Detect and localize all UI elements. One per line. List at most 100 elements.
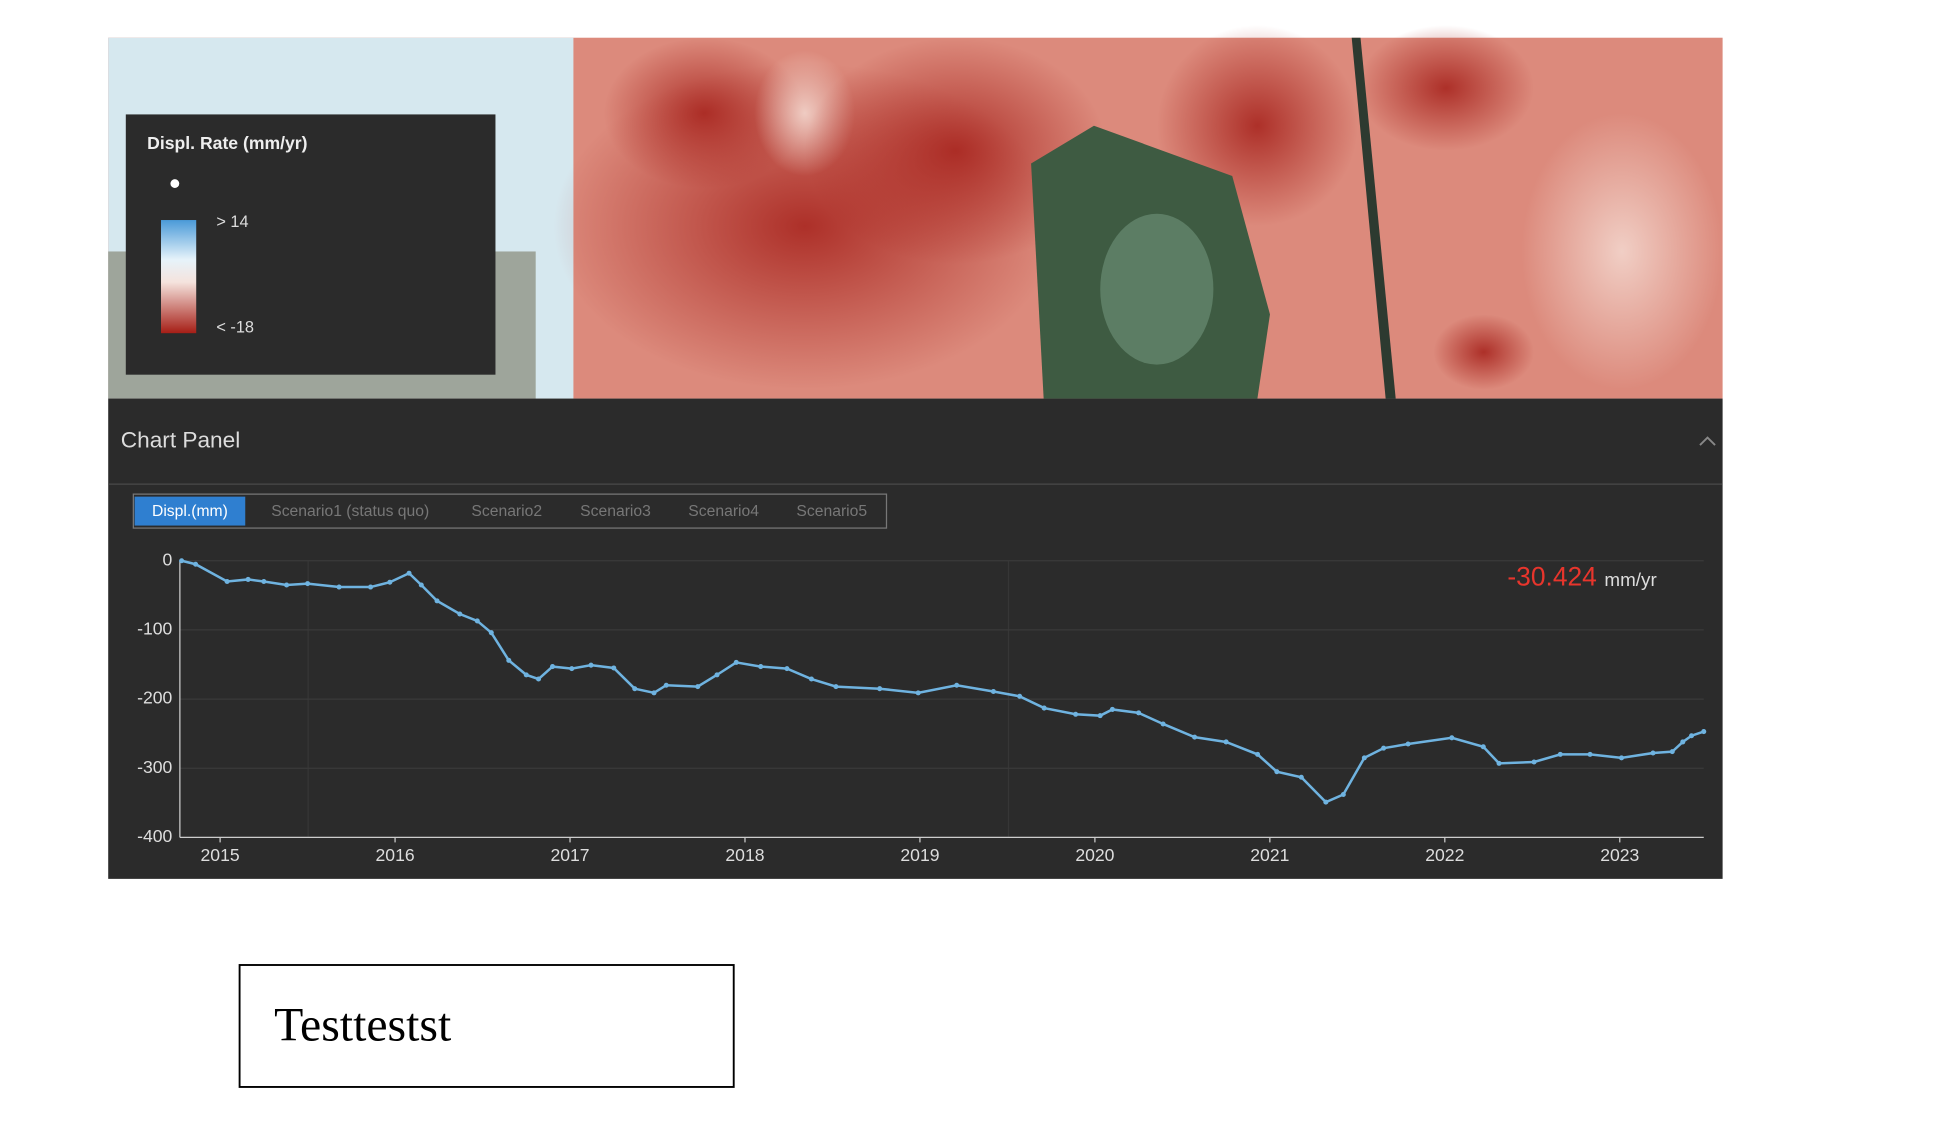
data-point bbox=[536, 676, 542, 682]
x-tick-label: 2019 bbox=[900, 845, 939, 865]
data-point bbox=[305, 581, 311, 587]
data-point bbox=[193, 561, 199, 567]
legend-ramp bbox=[161, 220, 197, 334]
data-point bbox=[179, 558, 185, 564]
tab-bar bbox=[132, 493, 888, 529]
tab-active bbox=[134, 496, 246, 526]
data-point bbox=[261, 578, 267, 585]
data-point bbox=[418, 582, 424, 588]
panel-title: Chart Panel bbox=[121, 427, 240, 452]
data-point bbox=[569, 666, 575, 672]
x-tick-label: 2017 bbox=[550, 845, 589, 865]
data-point bbox=[1650, 750, 1656, 756]
data-point bbox=[1274, 769, 1280, 775]
legend-dot bbox=[170, 179, 180, 188]
x-tick-label: 2015 bbox=[201, 845, 240, 865]
legend-high: > 14 bbox=[216, 213, 248, 231]
data-point bbox=[611, 665, 617, 671]
text-box-text: Testtestst bbox=[274, 999, 451, 1052]
data-point bbox=[224, 578, 230, 585]
data-point bbox=[758, 664, 764, 670]
data-point bbox=[954, 682, 960, 688]
data-point bbox=[1109, 706, 1115, 712]
data-point bbox=[1557, 751, 1563, 757]
data-point bbox=[434, 598, 440, 604]
chart-panel bbox=[108, 398, 1723, 879]
data-point bbox=[506, 657, 512, 663]
data-point bbox=[406, 570, 412, 576]
data-point bbox=[1017, 693, 1023, 699]
data-point bbox=[1669, 749, 1675, 755]
legend-low: < -18 bbox=[216, 318, 254, 336]
y-tick-label: -300 bbox=[137, 757, 172, 777]
tab[interactable]: Scenario5 bbox=[796, 503, 867, 520]
y-tick-label: 0 bbox=[163, 549, 173, 569]
data-point bbox=[1381, 745, 1387, 751]
data-point bbox=[588, 662, 594, 668]
data-point bbox=[1688, 733, 1695, 739]
rate-unit: mm/yr bbox=[1604, 569, 1656, 590]
data-point bbox=[1587, 751, 1593, 757]
data-point bbox=[1298, 774, 1304, 780]
x-tick-label: 2023 bbox=[1600, 845, 1639, 865]
data-point bbox=[1192, 734, 1198, 740]
data-point bbox=[474, 618, 480, 624]
data-point bbox=[1323, 799, 1329, 805]
tab[interactable]: Scenario2 bbox=[471, 503, 542, 520]
data-point bbox=[1097, 713, 1103, 719]
x-tick-label: 2020 bbox=[1075, 845, 1114, 865]
data-point bbox=[284, 582, 290, 588]
data-point bbox=[1405, 741, 1411, 747]
data-point bbox=[1680, 739, 1686, 745]
y-tick-label: -100 bbox=[137, 619, 172, 639]
data-point bbox=[1701, 729, 1707, 735]
data-point bbox=[651, 690, 657, 696]
x-tick-label: 2018 bbox=[725, 845, 764, 865]
map bbox=[108, 25, 1723, 399]
data-point bbox=[695, 684, 701, 690]
collapse-button[interactable] bbox=[1699, 436, 1716, 446]
data-point bbox=[632, 686, 638, 692]
tab[interactable]: Scenario3 bbox=[580, 503, 651, 520]
data-point bbox=[387, 579, 393, 585]
data-point bbox=[1361, 755, 1367, 761]
data-point bbox=[1340, 791, 1346, 798]
data-point bbox=[733, 659, 739, 665]
y-tick-label: -400 bbox=[137, 826, 172, 846]
data-point bbox=[1136, 710, 1142, 716]
data-point bbox=[877, 686, 883, 692]
data-point bbox=[1449, 735, 1455, 741]
data-point bbox=[990, 688, 996, 694]
data-point bbox=[550, 664, 556, 670]
data-point bbox=[1073, 711, 1079, 717]
x-tick-label: 2022 bbox=[1425, 845, 1464, 865]
data-point bbox=[1160, 721, 1166, 727]
y-tick-label: -200 bbox=[137, 688, 172, 708]
data-point bbox=[336, 584, 342, 590]
data-point bbox=[488, 630, 494, 636]
data-point bbox=[368, 584, 374, 590]
legend: Displ. Rate (mm/yr) > 14 < -18 bbox=[125, 114, 496, 375]
data-point bbox=[457, 611, 463, 617]
legend-title: Displ. Rate (mm/yr) bbox=[147, 133, 307, 153]
data-point bbox=[1619, 755, 1625, 761]
data-point bbox=[714, 672, 720, 678]
data-point bbox=[523, 672, 529, 678]
tab[interactable]: Scenario4 bbox=[688, 503, 759, 520]
data-line bbox=[181, 559, 1705, 804]
data-point bbox=[663, 682, 669, 688]
data-point bbox=[1496, 760, 1502, 766]
data-point bbox=[1531, 759, 1537, 765]
data-point bbox=[784, 666, 790, 672]
data-point bbox=[1480, 744, 1486, 750]
data-point bbox=[808, 676, 814, 682]
tab[interactable]: Displ.(mm) bbox=[152, 503, 228, 520]
data-point bbox=[1255, 751, 1261, 757]
data-point bbox=[1041, 705, 1047, 711]
x-tick-label: 2021 bbox=[1250, 845, 1289, 865]
x-tick-label: 2016 bbox=[375, 845, 414, 865]
data-point bbox=[833, 684, 839, 690]
tab[interactable]: Scenario1 (status quo) bbox=[271, 503, 429, 520]
data-point bbox=[915, 690, 921, 696]
